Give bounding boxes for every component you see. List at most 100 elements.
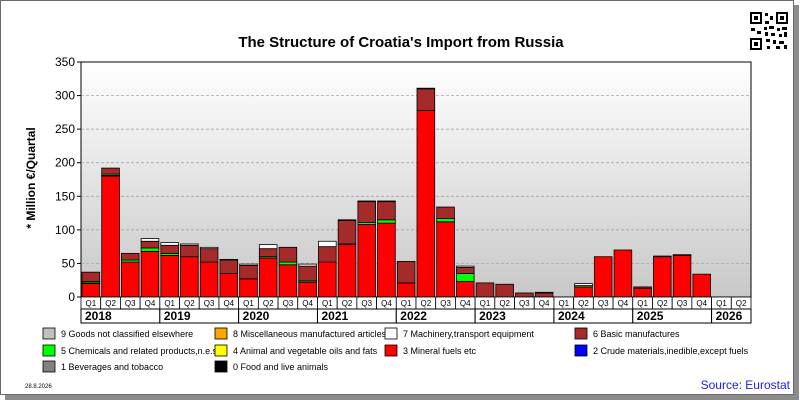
quarter-axis: Q1 Q2 Q3 Q4 Q1 Q2 Q3 Q4 Q1 Q2 Q3 Q4 Q1 Q2 Q3 Q4 Q1 Q2 Q3 Q4… — [80, 296, 752, 310]
bar-segment — [278, 261, 298, 266]
quarter-label: Q2 — [657, 299, 668, 308]
year-label: 2021 — [321, 309, 348, 323]
bar-segment — [456, 281, 475, 298]
quarter-label: Q2 — [736, 299, 747, 308]
quarter-label: Q1 — [716, 299, 727, 308]
bar-segment — [456, 267, 475, 274]
bar-segment — [121, 252, 140, 261]
quarter-label: Q4 — [145, 299, 156, 308]
legend-swatch — [214, 360, 228, 373]
quarter-label: Q4 — [460, 299, 471, 308]
quarter-label: Q4 — [302, 299, 313, 308]
qr-code-icon — [749, 11, 789, 51]
bar-segment — [298, 265, 317, 282]
quarter-label: Q2 — [578, 299, 589, 308]
bar-segment — [436, 221, 455, 298]
year-label: 2019 — [164, 309, 191, 323]
year-label: 2025 — [637, 309, 664, 323]
bar-segment — [396, 261, 416, 284]
bar-segment — [515, 292, 534, 298]
quarter-label: Q4 — [618, 299, 629, 308]
bar-segment — [653, 255, 672, 258]
quarter-label: Q1 — [480, 299, 491, 308]
quarter-label: Q1 — [322, 299, 333, 308]
quarter-label: Q2 — [263, 299, 274, 308]
legend-label: 4 Animal and vegetable oils and fats — [233, 346, 378, 356]
bar-segment — [121, 261, 140, 298]
legend-label: 7 Machinery,transport equipment — [403, 329, 534, 339]
bar-segment — [239, 278, 258, 298]
bar-segment — [574, 283, 593, 286]
bar-segment — [396, 282, 416, 298]
legend-swatch — [214, 327, 228, 340]
bar-segment — [180, 256, 199, 298]
bar-segment — [101, 175, 120, 298]
year-axis: 2018 2019 2020 2021 2022 2023 2024 2025 2026 — [80, 308, 752, 324]
quarter-label: Q2 — [342, 299, 353, 308]
bar-segment — [653, 256, 672, 298]
year-label: 2026 — [716, 309, 743, 323]
quarter-label: Q3 — [283, 299, 294, 308]
chart-canvas: The Structure of Croatia's Import from R… — [24, 11, 791, 392]
bar-segment — [357, 200, 376, 203]
quarter-label: Q4 — [381, 299, 392, 308]
bar-segment — [318, 246, 337, 263]
bar-segment — [436, 218, 455, 223]
y-tick-label: 200 — [55, 156, 75, 170]
bar-segment — [318, 261, 337, 298]
quarter-label: Q1 — [637, 299, 648, 308]
bar-segment — [219, 273, 239, 298]
quarter-label: Q2 — [421, 299, 432, 308]
legend-swatch — [574, 327, 588, 340]
bars — [81, 87, 711, 298]
quarter-label: Q1 — [401, 299, 412, 308]
quarter-label: Q2 — [184, 299, 195, 308]
bar-segment — [199, 246, 219, 250]
legend-swatch — [42, 327, 56, 340]
y-tick-label: 50 — [62, 256, 76, 270]
legend-label: 8 Miscellaneous manufactured articles — [233, 329, 387, 339]
bar-segment — [199, 261, 219, 298]
y-tick-label: 100 — [55, 223, 75, 237]
bar-segment — [377, 222, 396, 298]
bar-segment — [456, 273, 475, 282]
bar-segment — [258, 244, 278, 250]
bar-segment — [160, 242, 179, 246]
bar-segment — [160, 254, 179, 298]
bar-segment — [81, 271, 101, 282]
bar-segment — [692, 273, 711, 298]
source-label: Source: Eurostat — [701, 378, 791, 392]
legend-swatch — [42, 360, 56, 373]
bar-segment — [495, 283, 514, 298]
quarter-label: Q1 — [558, 299, 569, 308]
quarter-label: Q3 — [598, 299, 609, 308]
bar-segment — [160, 244, 179, 254]
bar-segment — [318, 240, 337, 248]
bar-segment — [337, 244, 357, 298]
quarter-label: Q3 — [125, 299, 136, 308]
bar-segment — [180, 243, 199, 246]
quarter-label: Q4 — [696, 299, 707, 308]
quarter-label: Q1 — [164, 299, 175, 308]
bar-segment — [357, 201, 376, 223]
bar-segment — [672, 254, 692, 298]
year-label: 2020 — [243, 309, 270, 323]
y-tick-label: 250 — [55, 122, 75, 136]
bar-segment — [81, 283, 101, 298]
legend-label: 1 Beverages and tobacco — [61, 362, 163, 372]
bar-segment — [416, 109, 436, 298]
quarter-label: Q3 — [677, 299, 688, 308]
bar-segment — [337, 219, 357, 221]
quarter-label: Q1 — [86, 299, 97, 308]
bar-segment — [475, 282, 495, 298]
bar-segment — [298, 263, 317, 267]
bar-segment — [416, 87, 436, 90]
bar-segment — [219, 258, 239, 261]
bar-segment — [436, 206, 455, 219]
bar-segment — [357, 224, 376, 298]
quarter-label: Q4 — [539, 299, 550, 308]
chart-title: The Structure of Croatia's Import from R… — [238, 34, 564, 51]
legend-swatch — [42, 344, 56, 357]
legend-label: 9 Goods not classified elsewhere — [61, 329, 193, 339]
